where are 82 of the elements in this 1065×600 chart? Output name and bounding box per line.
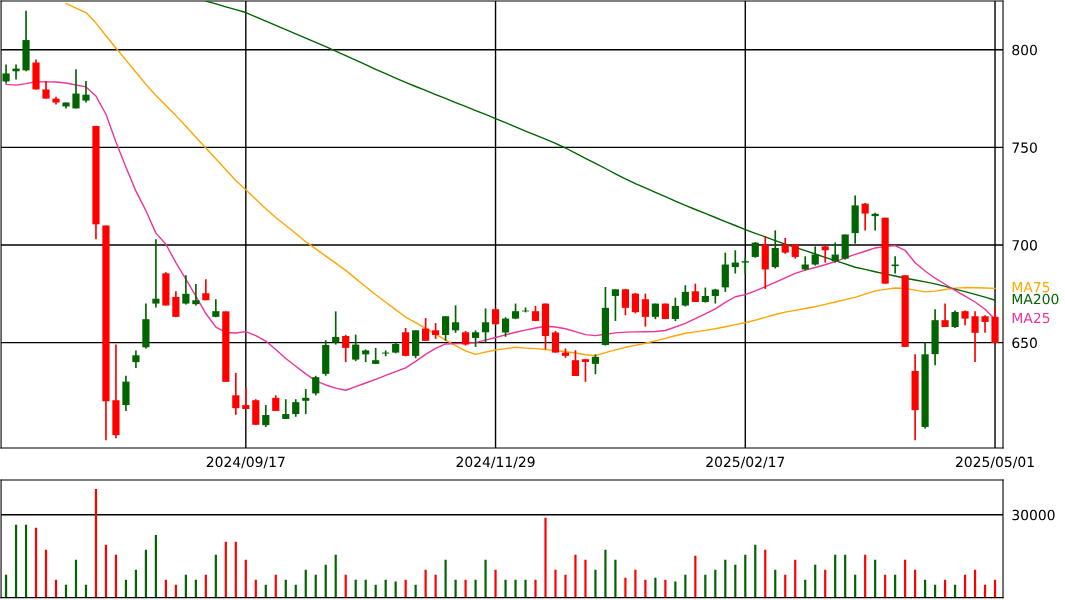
candlestick <box>451 304 460 334</box>
y-tick-label: 30000 <box>1012 509 1055 521</box>
bar <box>574 554 577 598</box>
bar <box>584 559 587 598</box>
candlestick <box>342 333 350 363</box>
candlestick <box>671 296 679 322</box>
bar <box>154 534 157 598</box>
y-tick-label: 750 <box>1012 142 1037 153</box>
x-tick-label: 2024/11/29 <box>456 456 535 469</box>
bar <box>44 549 48 598</box>
candlestick <box>631 292 639 315</box>
candlestick <box>821 245 829 264</box>
candlestick <box>741 257 749 276</box>
candlestick <box>611 288 620 322</box>
candlestick <box>721 251 729 293</box>
candlestick <box>172 290 180 319</box>
candlestick <box>422 317 430 342</box>
bar <box>104 544 108 598</box>
series-label: MA75 <box>1012 282 1050 293</box>
candlestick <box>591 353 600 376</box>
candlestick <box>232 372 240 416</box>
candlestick <box>971 310 979 363</box>
bar <box>604 549 607 598</box>
bar <box>34 527 38 598</box>
candlestick <box>82 80 90 104</box>
bar <box>484 559 487 598</box>
candlestick <box>811 245 819 267</box>
candlestick <box>192 283 200 307</box>
series-label: MA25 <box>1012 312 1050 324</box>
bar <box>94 489 98 598</box>
candlestick <box>571 349 580 377</box>
bar <box>564 574 567 598</box>
candlestick <box>302 388 310 415</box>
bar <box>504 579 507 598</box>
candlestick <box>352 333 360 362</box>
candlestick <box>771 229 779 270</box>
candlestick <box>402 327 410 358</box>
bar <box>514 579 517 598</box>
bar <box>14 524 18 598</box>
bar <box>614 559 617 598</box>
bar <box>144 549 148 598</box>
candlestick <box>551 330 560 354</box>
bar <box>474 579 477 598</box>
x-tick-label: 2025/02/17 <box>706 456 785 469</box>
bar <box>24 524 28 598</box>
bar <box>594 569 597 598</box>
candlestick <box>152 238 160 309</box>
candlestick <box>681 284 689 308</box>
candlestick <box>312 374 320 397</box>
y-tick-label: 700 <box>1012 239 1037 251</box>
line-series <box>205 1 996 301</box>
candlestick <box>581 358 590 383</box>
candlestick <box>2 63 10 85</box>
bar <box>494 569 497 598</box>
candlestick <box>501 316 510 338</box>
bar <box>634 569 637 598</box>
candlestick <box>641 292 649 328</box>
bar <box>624 577 627 598</box>
candlestick <box>122 374 130 412</box>
candlestick <box>481 307 490 344</box>
candlestick <box>72 68 80 110</box>
candlestick <box>442 315 450 342</box>
series-label: MA200 <box>1012 293 1059 305</box>
bar <box>754 544 757 598</box>
x-tick-label: 2025/05/01 <box>956 456 1034 469</box>
y-tick-label: 650 <box>1012 337 1037 349</box>
bar <box>544 517 547 598</box>
bar <box>554 569 557 598</box>
bar <box>764 549 767 598</box>
candlestick <box>621 288 630 317</box>
bar <box>464 579 467 598</box>
x-tick-label: 2024/09/17 <box>206 456 285 469</box>
candlestick <box>242 386 250 410</box>
candlestick <box>282 398 290 420</box>
candlestick <box>332 310 340 346</box>
candlestick <box>861 202 869 232</box>
bar <box>534 579 537 598</box>
y-tick-label: 800 <box>1012 44 1037 56</box>
candlestick <box>182 274 190 306</box>
bar <box>524 579 527 598</box>
bar <box>454 579 457 598</box>
candlestick <box>262 404 270 428</box>
